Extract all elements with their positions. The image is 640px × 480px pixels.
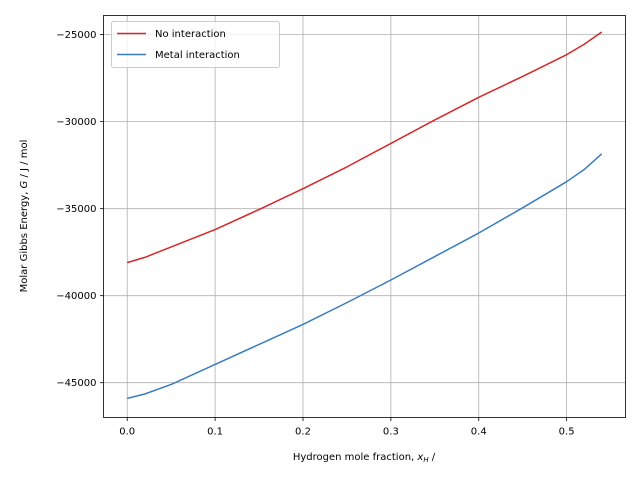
x-tick-label: 0.4 xyxy=(471,427,487,438)
legend-box xyxy=(111,21,280,68)
legend: No interaction Metal interaction xyxy=(111,21,280,68)
legend-label-metal-interaction: Metal interaction xyxy=(155,50,240,61)
legend-label-no-interaction: No interaction xyxy=(155,29,226,40)
x-tick-label: 0.2 xyxy=(295,427,311,438)
y-tick-label: −30000 xyxy=(56,117,96,128)
x-tick-label: 0.5 xyxy=(559,427,575,438)
y-tick-label: −45000 xyxy=(56,378,96,389)
x-tick-label: 0.0 xyxy=(119,427,135,438)
series-line-metal-interaction xyxy=(127,153,603,400)
y-tick-label: −40000 xyxy=(56,291,96,302)
series-line-no-interaction xyxy=(127,31,603,264)
axis-ticks: 0.0 0.1 0.2 0.3 0.4 0.5 −45000 −40000 −35000 −300… xyxy=(56,30,574,437)
y-tick-label: −25000 xyxy=(56,30,96,41)
y-tick-label: −35000 xyxy=(56,204,96,215)
plot-lines xyxy=(127,31,603,400)
plot-frame xyxy=(103,15,626,418)
x-tick-label: 0.3 xyxy=(383,427,399,438)
x-tick-label: 0.1 xyxy=(207,427,223,438)
y-axis-label: Molar Gibbs Energy, G / J / mol xyxy=(19,140,30,293)
x-axis-label: Hydrogen mole fraction, xH / xyxy=(293,452,436,464)
